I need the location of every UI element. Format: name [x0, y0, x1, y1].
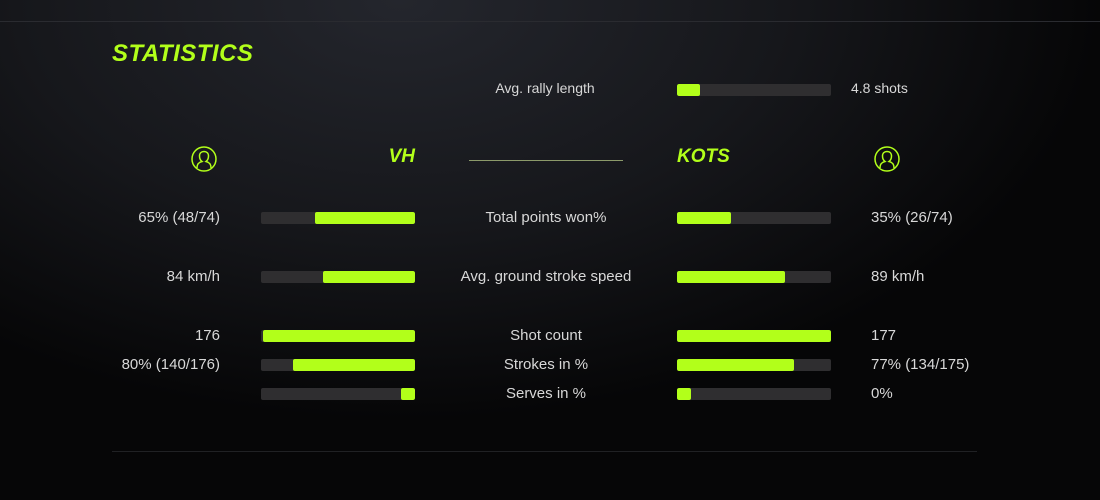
rally-label: Avg. rally length — [495, 80, 595, 96]
player-name-left: VH — [388, 146, 415, 167]
center-divider — [469, 160, 623, 161]
stat-left-value: 65% (48/74) — [138, 209, 220, 226]
stat-left-value: 80% (140/176) — [121, 356, 220, 373]
user-circle-icon — [191, 146, 217, 172]
stat-right-bar — [677, 212, 831, 224]
stat-right-bar — [677, 330, 831, 342]
stat-left-value: 176 — [194, 327, 220, 344]
stat-left-bar — [261, 359, 415, 371]
stat-label: Strokes in % — [503, 356, 589, 373]
stat-right-bar-fill — [677, 330, 831, 342]
stat-right-value: 89 km/h — [871, 268, 925, 285]
stat-left-bar — [261, 330, 415, 342]
stat-right-value: 35% (26/74) — [871, 209, 953, 226]
player-name-right: KOTS — [677, 146, 730, 167]
stat-left-bar-fill — [322, 271, 415, 283]
stat-left-bar-fill — [262, 330, 415, 342]
top-divider — [0, 21, 1100, 22]
stat-right-bar — [677, 388, 831, 400]
stat-right-value: 77% (134/175) — [871, 356, 970, 373]
stat-label: Total points won% — [485, 209, 607, 226]
stat-left-bar-fill — [401, 388, 415, 400]
stat-left-value: 84 km/h — [166, 268, 220, 285]
stat-left-bar — [261, 212, 415, 224]
stat-right-bar-fill — [677, 212, 731, 224]
stat-left-bar — [261, 388, 415, 400]
stat-left-bar — [261, 271, 415, 283]
page-title: STATISTICS — [112, 40, 254, 67]
rally-bar-fill — [677, 84, 701, 96]
bottom-divider — [112, 451, 977, 452]
user-circle-icon — [874, 146, 900, 172]
stat-right-bar — [677, 271, 831, 283]
stat-right-value: 177 — [871, 327, 897, 344]
stat-right-bar-fill — [677, 359, 795, 371]
rally-bar — [677, 84, 831, 96]
stat-label: Shot count — [510, 327, 582, 344]
stat-right-value: 0% — [871, 385, 893, 402]
stat-left-bar-fill — [293, 359, 415, 371]
stat-right-bar-fill — [677, 388, 691, 400]
stat-right-bar — [677, 359, 831, 371]
stat-right-bar-fill — [677, 271, 785, 283]
rally-value: 4.8 shots — [851, 80, 908, 96]
stat-left-bar-fill — [314, 212, 415, 224]
stat-label: Avg. ground stroke speed — [460, 268, 632, 285]
stat-label: Serves in % — [505, 385, 587, 402]
